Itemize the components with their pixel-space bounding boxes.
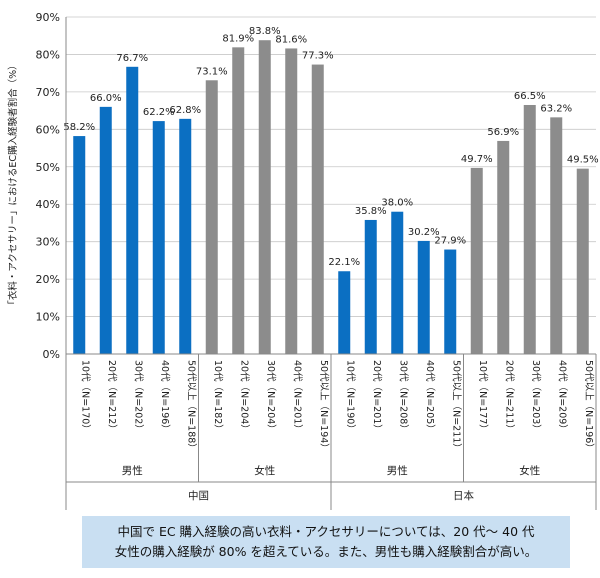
y-tick-label: 60% [36,123,60,136]
x-tick-label: 10代（N=190） [344,360,356,434]
y-tick-label: 50% [36,161,60,174]
data-label: 62.2% [143,107,175,118]
x-tick-label: 10代（N=182） [212,360,224,434]
x-tick-label: 20代（N=212） [106,360,118,434]
bar [258,40,271,355]
gender-group-label: 男性 [122,464,143,477]
x-tick-label: 20代（N=211） [503,360,515,434]
x-tick-label: 40代（N=209） [556,360,568,434]
data-label: 62.8% [169,105,201,116]
country-group-label: 中国 [188,489,209,502]
bar [497,140,510,354]
x-tick-label: 20代（N=201） [371,360,383,434]
data-label: 56.9% [487,127,519,138]
gender-group-label: 男性 [387,464,408,477]
y-tick-label: 40% [36,198,60,211]
labels-layer: 58.2% 10代（N=170） 66.0% 20代（N=212） 76.7% 30代（N… [63,26,598,502]
x-tick-label: 40代（N=205） [424,360,436,434]
data-label: 66.0% [90,93,122,104]
bar [338,271,351,354]
country-group-label: 日本 [453,489,474,502]
bar [391,211,404,354]
bar [550,117,563,355]
bar [232,47,245,355]
x-tick-label: 50代以上（N=211） [450,360,462,453]
data-label: 76.7% [116,53,148,64]
bar [205,80,218,354]
caption-line-1: 中国で EC 購入経験の高い衣料・アクセサリーについては、20 代～ 40 代 [117,524,535,539]
y-tick-label: 20% [36,273,60,286]
x-tick-label: 50代以上（N=188） [185,360,197,453]
caption-box: 中国で EC 購入経験の高い衣料・アクセサリーについては、20 代～ 40 代 … [82,516,570,568]
data-label: 63.2% [540,103,572,114]
x-tick-label: 30代（N=208） [397,360,409,434]
bar [364,219,377,354]
x-tick-label: 20代（N=204） [238,360,250,434]
y-tick-label: 30% [36,236,60,249]
gender-group-label: 女性 [254,464,275,477]
y-tick-label: 80% [36,48,60,61]
bar [99,106,112,354]
data-label: 83.8% [249,26,281,37]
x-tick-label: 10代（N=170） [79,360,91,434]
gender-group-label: 女性 [519,464,540,477]
data-label: 77.3% [302,51,334,62]
bar [126,66,139,354]
x-tick-label: 50代以上（N=194） [318,360,330,453]
bar [311,64,324,354]
x-tick-label: 40代（N=201） [291,360,303,434]
data-label: 49.5% [567,155,599,166]
bar [470,167,483,354]
data-label: 66.5% [514,91,546,102]
x-tick-label: 50代以上（N=196） [583,360,595,453]
data-label: 30.2% [408,227,440,238]
bar-chart: 58.2% 10代（N=170） 66.0% 20代（N=212） 76.7% 30代（N… [7,11,599,510]
y-tick-label: 10% [36,311,60,324]
y-tick-label: 0% [43,348,60,361]
y-tick-label: 70% [36,86,60,99]
data-label: 58.2% [63,122,95,133]
bar [179,118,192,354]
data-label: 49.7% [461,154,493,165]
data-label: 73.1% [196,66,228,77]
caption-line-2: 女性の購入経験が 80% を超えている。また、男性も購入経験割合が高い。 [114,544,538,559]
x-tick-label: 30代（N=202） [132,360,144,434]
bar [417,240,430,354]
bar [152,121,165,355]
x-tick-label: 10代（N=177） [477,360,489,434]
data-label: 35.8% [355,206,387,217]
data-label: 81.6% [275,34,307,45]
bar [576,168,589,354]
x-tick-label: 30代（N=203） [530,360,542,434]
data-label: 22.1% [328,257,360,268]
bar [444,249,457,354]
x-tick-label: 40代（N=196） [159,360,171,434]
bars-layer [73,40,589,355]
data-label: 38.0% [381,198,413,209]
bar [73,136,86,354]
y-axis-title: 「衣料・アクセサリー」におけるEC購入経験者割合（%） [7,60,19,309]
bar [523,104,536,354]
data-label: 27.9% [434,236,466,247]
bar [285,48,298,354]
x-tick-label: 30代（N=204） [265,360,277,434]
data-label: 81.9% [222,33,254,44]
axis-layer: 0% 10% 20% 30% 40% 50% 60% 70% 80% 90% [36,11,597,510]
y-tick-label: 90% [36,11,60,24]
